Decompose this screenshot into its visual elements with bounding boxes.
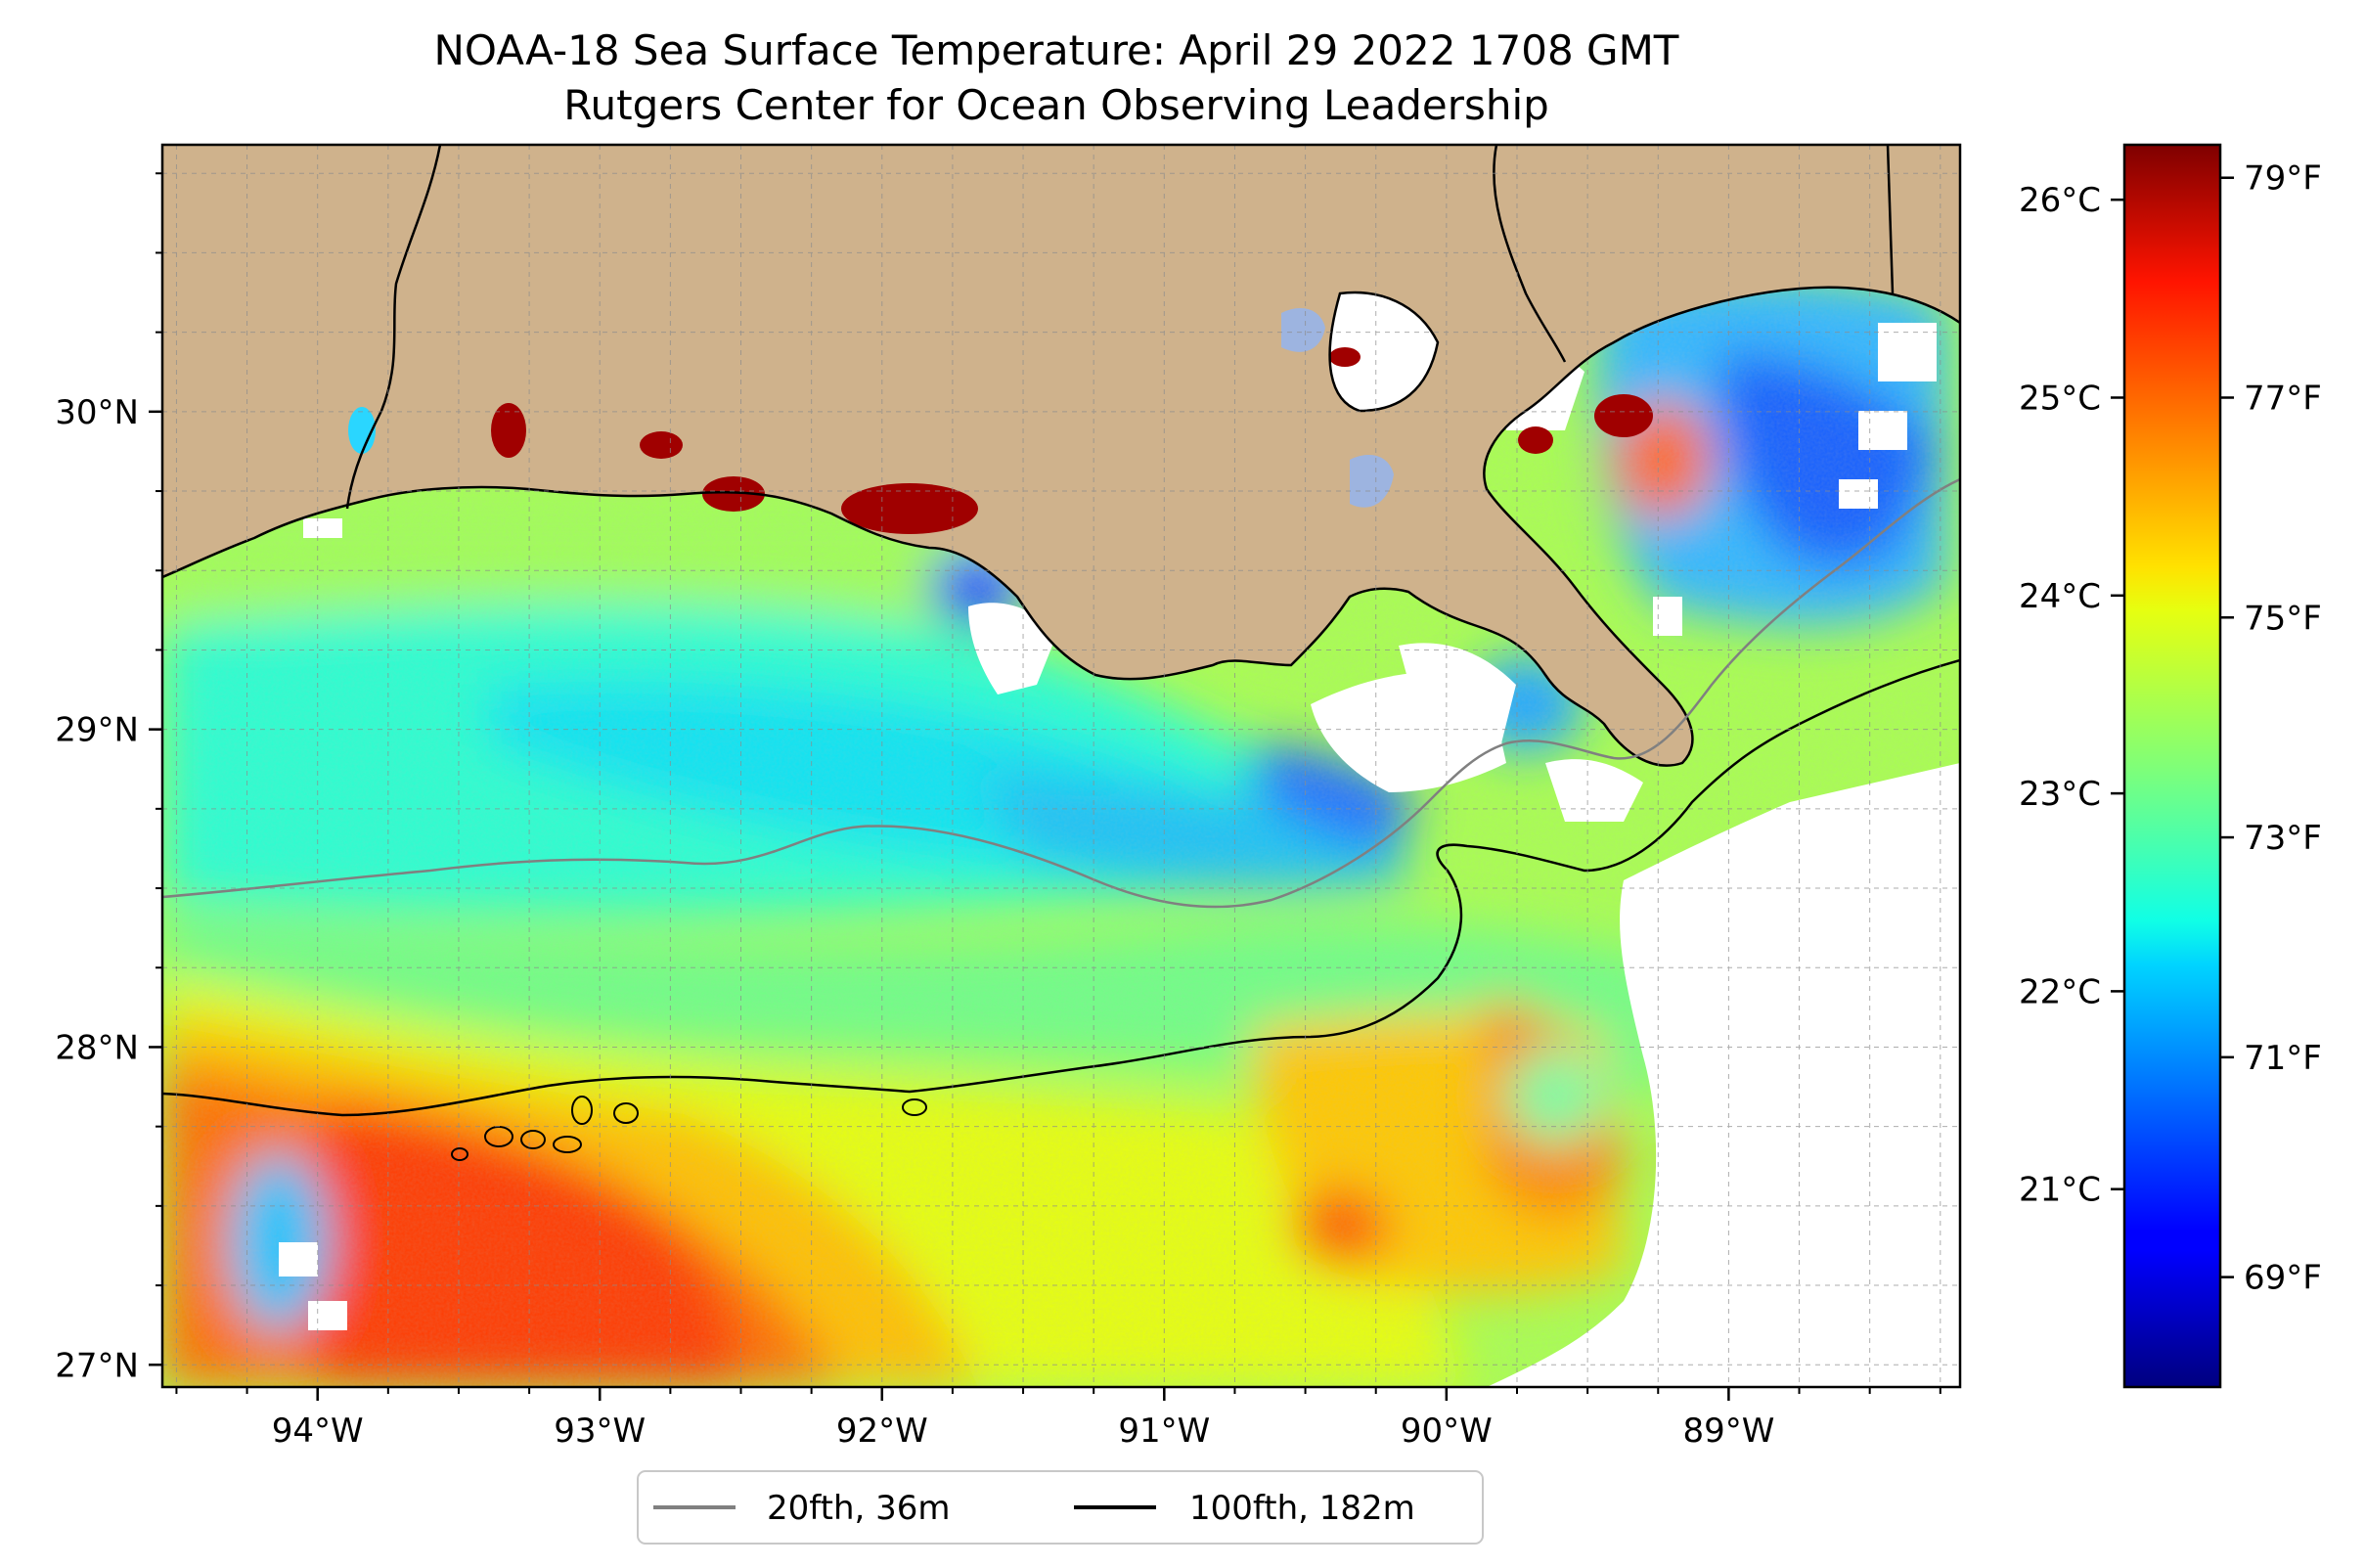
celsius-tick-label: 24°C [2019,577,2101,616]
lat-tick-label: 28°N [55,1028,139,1067]
celsius-tick-label: 23°C [2019,775,2101,814]
lon-tick-label: 91°W [1118,1411,1210,1451]
lake-pontchartrain [1329,292,1438,411]
map-title: NOAA-18 Sea Surface Temperature: April 2… [434,26,1679,74]
lon-tick-label: 92°W [836,1411,928,1451]
lat-tick-label: 29°N [55,711,139,750]
celsius-tick-label: 25°C [2019,379,2101,418]
fahrenheit-tick-label: 73°F [2244,819,2322,858]
colorbar-fahrenheit-ticks: 69°F 71°F 73°F 75°F 77°F 79°F [2220,159,2322,1298]
colorbar [2122,143,2222,1389]
legend-label-20fth: 20fth, 36m [767,1489,951,1528]
isobath-100fth [162,658,1960,1117]
lon-tick-label: 93°W [554,1411,646,1451]
lake-outline [1328,291,1440,413]
inland-warm-patches [348,347,1653,534]
lake-maurepas [1281,308,1325,352]
fahrenheit-tick-label: 77°F [2244,379,2322,418]
legend-label-100fth: 100fth, 182m [1189,1489,1415,1528]
map-frame [160,143,1962,1389]
land-mass [162,145,1960,766]
state-border-line [1886,145,1895,294]
celsius-tick-label: 21°C [2019,1171,2101,1210]
isobath-20fth [162,477,1960,909]
celsius-tick-label: 26°C [2019,181,2101,220]
colorbar-celsius-ticks: 21°C 22°C 23°C 24°C 25°C 26°C [2019,181,2124,1210]
pearl-river-line [1493,145,1567,363]
lat-tick-label: 30°N [55,393,139,432]
lon-tick-label: 94°W [272,1411,364,1451]
map-area [162,145,1960,1387]
lon-tick-label: 90°W [1401,1411,1493,1451]
lon-tick-label: 89°W [1682,1411,1774,1451]
legend: 20fth, 36m 100fth, 182m [637,1470,1484,1545]
sabine-river-line [345,145,442,510]
lat-tick-label: 27°N [55,1346,139,1385]
longitude-ticks: 94°W 93°W 92°W 91°W 90°W 89°W [272,1387,1774,1451]
celsius-tick-label: 22°C [2019,972,2101,1011]
legend-box [637,1470,1484,1545]
latitude-ticks: 27°N 28°N 29°N 30°N [55,393,162,1385]
fahrenheit-tick-label: 69°F [2244,1259,2322,1298]
fahrenheit-tick-label: 79°F [2244,159,2322,199]
lake-salvador [1350,455,1394,508]
gridlines [162,145,1960,1387]
fahrenheit-tick-label: 75°F [2244,599,2322,638]
isobath-small-rings [451,1096,927,1161]
minor-ticks [156,172,1941,1394]
map-subtitle: Rutgers Center for Ocean Observing Leade… [563,81,1549,129]
fahrenheit-tick-label: 71°F [2244,1039,2322,1078]
